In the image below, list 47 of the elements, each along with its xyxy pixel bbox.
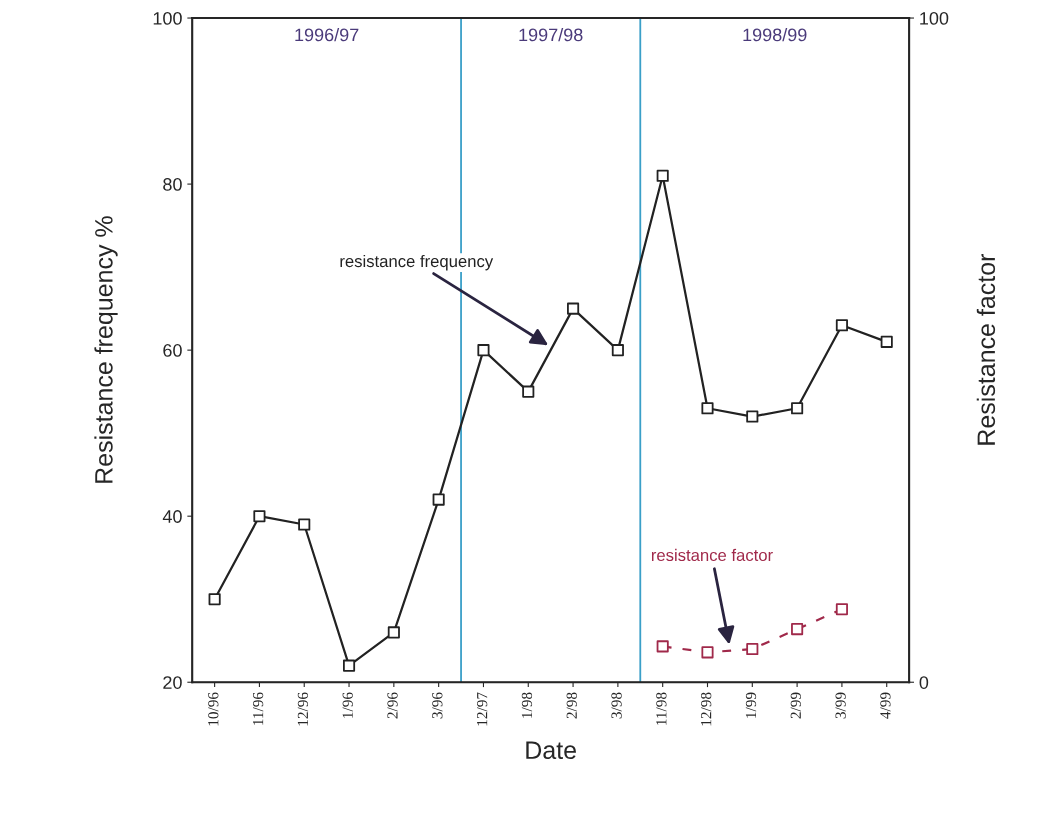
- x-tick-label: 4/99: [880, 692, 891, 719]
- y-axis-title: Resistance frequency %: [94, 216, 118, 483]
- point: [567, 302, 580, 315]
- point: [656, 169, 669, 182]
- x-tick-label: 2/98: [566, 692, 577, 719]
- annotation: 1997/98: [519, 28, 583, 42]
- x-tick-label: 11/98: [656, 692, 667, 725]
- point: [253, 510, 266, 523]
- x-tick-label: 10/96: [208, 692, 219, 726]
- point: [208, 593, 221, 606]
- y-tick-label: 100: [153, 11, 182, 25]
- x-tick-label: 12/97: [477, 692, 488, 726]
- point: [387, 626, 400, 639]
- x-tick-label: 3/99: [835, 692, 846, 719]
- point: [342, 659, 356, 672]
- x-axis-title: Date: [526, 741, 576, 760]
- x-tick-label: 2/96: [387, 692, 398, 719]
- point: [432, 493, 445, 506]
- y-tick-label: 80: [163, 178, 182, 191]
- annotation: 1998/99: [743, 28, 807, 42]
- x-tick-label: 12/98: [701, 692, 712, 726]
- y2-tick-label: 0: [919, 676, 929, 689]
- point: [522, 385, 535, 398]
- point: [835, 319, 848, 332]
- point: [746, 410, 759, 423]
- x-tick-label: 3/96: [432, 692, 443, 719]
- x-tick-label: 12/96: [297, 692, 309, 726]
- x-tick-label: 1/99: [745, 692, 757, 718]
- x-tick-label: 11/96: [252, 692, 264, 725]
- text: resistance factor: [651, 548, 773, 562]
- point: [611, 344, 624, 357]
- y2-tick-label: 100: [920, 11, 949, 25]
- point: [880, 335, 893, 348]
- annotation: 1996/97: [295, 28, 359, 42]
- x-tick-label: 2/99: [790, 692, 801, 719]
- y-tick-label: 20: [163, 676, 182, 689]
- x-tick-label: 1/96: [342, 692, 353, 718]
- x-tick-label: 3/98: [611, 692, 622, 719]
- y-tick-label: 60: [163, 344, 182, 357]
- point: [701, 402, 714, 415]
- point: [791, 402, 804, 415]
- y-tick-label: 40: [162, 510, 182, 523]
- y2-axis-title: Resistance factor: [976, 253, 996, 445]
- point: [477, 344, 490, 357]
- text: resistance frequency: [340, 254, 494, 271]
- x-tick-label: 1/98: [521, 692, 533, 718]
- point: [298, 518, 311, 531]
